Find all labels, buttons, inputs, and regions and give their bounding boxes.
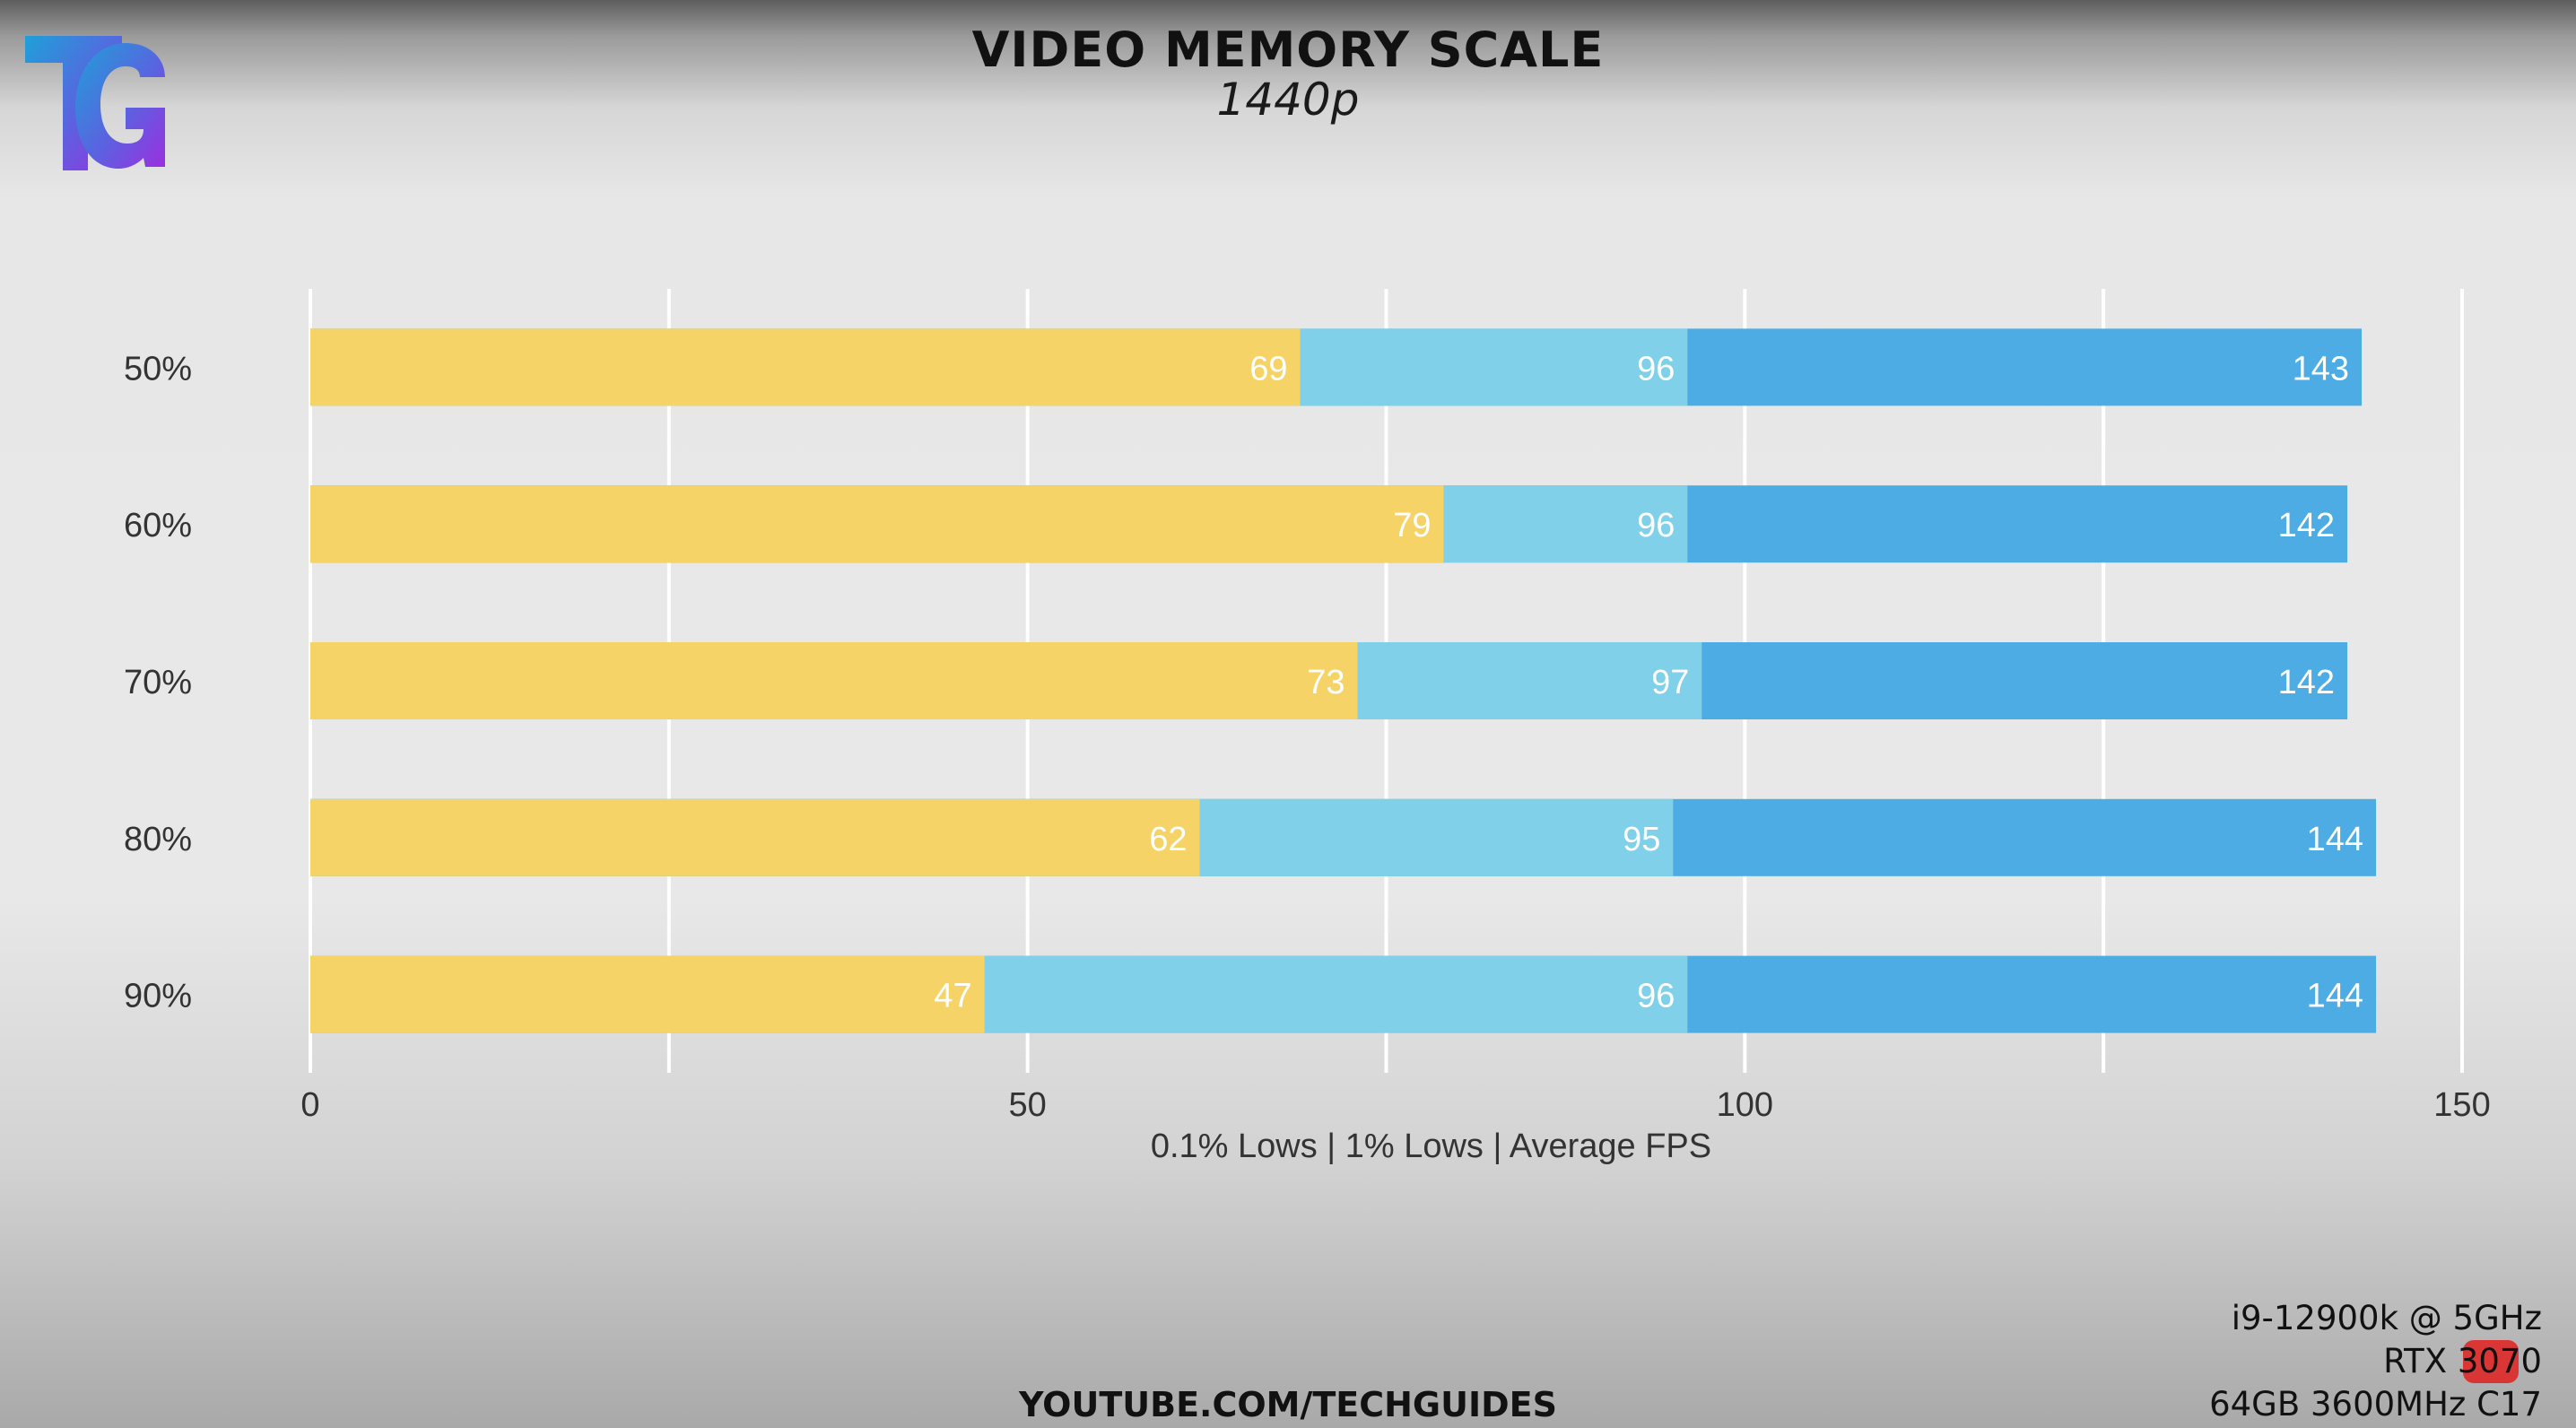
data-label-low1: 97 bbox=[1651, 664, 1689, 701]
subscribe-badge-icon[interactable] bbox=[2463, 1340, 2519, 1383]
bar-low01 bbox=[310, 485, 1444, 563]
data-label-low1: 96 bbox=[1637, 350, 1675, 387]
bar-low01 bbox=[310, 798, 1200, 876]
spec-ram: 64GB 3600MHz C17 bbox=[2209, 1385, 2542, 1424]
tg-logo-icon bbox=[25, 36, 165, 170]
data-label-low01: 69 bbox=[1249, 350, 1287, 387]
spec-gpu: RTX 3070 bbox=[2383, 1342, 2542, 1380]
data-label-low01: 73 bbox=[1307, 664, 1345, 701]
category-label: 70% bbox=[124, 664, 192, 701]
chart-title: VIDEO MEMORY SCALE bbox=[971, 22, 1605, 78]
bar-low01 bbox=[310, 642, 1358, 719]
data-label-low01: 47 bbox=[934, 978, 971, 1015]
category-label: 90% bbox=[124, 978, 192, 1015]
data-label-low1: 96 bbox=[1637, 507, 1675, 544]
data-label-low01: 62 bbox=[1149, 821, 1187, 858]
category-label: 80% bbox=[124, 821, 192, 858]
bar-low01 bbox=[310, 955, 985, 1033]
spec-cpu: i9-12900k @ 5GHz bbox=[2231, 1299, 2542, 1337]
channel-url[interactable]: YOUTUBE.COM/TECHGUIDES bbox=[1019, 1385, 1557, 1424]
x-tick-label: 50 bbox=[1009, 1086, 1047, 1124]
data-label-low01: 79 bbox=[1393, 507, 1431, 544]
data-label-avg: 144 bbox=[2307, 821, 2363, 858]
data-label-avg: 144 bbox=[2307, 978, 2363, 1015]
system-specs: i9-12900k @ 5GHz RTX 3070 64GB 3600MHz C… bbox=[2209, 1297, 2542, 1426]
data-label-avg: 143 bbox=[2293, 350, 2349, 387]
data-label-low1: 95 bbox=[1623, 821, 1660, 858]
data-label-avg: 142 bbox=[2278, 664, 2335, 701]
x-tick-label: 0 bbox=[300, 1086, 319, 1124]
bar-low01 bbox=[310, 328, 1301, 406]
x-axis-label: 0.1% Lows | 1% Lows | Average FPS bbox=[1151, 1128, 1711, 1165]
category-label: 60% bbox=[124, 507, 192, 544]
category-label: 50% bbox=[124, 350, 192, 387]
data-label-low1: 96 bbox=[1637, 978, 1675, 1015]
data-label-avg: 142 bbox=[2278, 507, 2335, 544]
x-tick-label: 100 bbox=[1717, 1086, 1773, 1124]
x-tick-label: 150 bbox=[2433, 1086, 2490, 1124]
chart-subtitle: 1440p bbox=[1216, 74, 1360, 126]
